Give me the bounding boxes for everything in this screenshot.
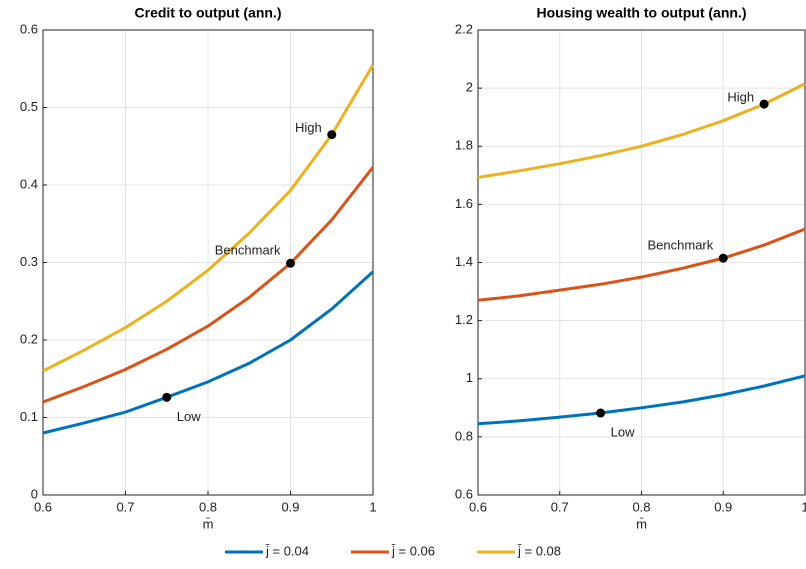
y-tick-label: 0 [31,486,38,501]
x-tick-label: 0.9 [281,499,299,514]
annotation-point [162,392,172,402]
x-tick-label: 0.7 [116,499,134,514]
y-tick-label: 1.6 [455,196,473,211]
y-tick-label: 0.2 [20,331,38,346]
x-axis-label: m̄ [203,516,214,531]
legend-label: j̄ = 0.08 [517,543,561,558]
annotation-label: Low [611,424,635,439]
y-tick-label: 2 [466,80,473,95]
series-line [477,227,806,302]
y-tick-label: 2.2 [455,21,473,36]
y-tick-label: 0.3 [20,254,38,269]
y-tick-label: 1 [466,370,473,385]
annotation-label: Low [177,409,201,424]
series-line [42,166,375,404]
y-tick-label: 1.2 [455,312,473,327]
x-tick-label: 1 [801,499,806,514]
x-tick-label: 0.6 [34,499,52,514]
y-tick-label: 0.8 [455,428,473,443]
y-tick-label: 0.6 [20,21,38,36]
x-tick-label: 0.8 [199,499,217,514]
x-tick-label: 0.9 [714,499,732,514]
series-line [477,82,806,179]
legend-label: j̄ = 0.06 [391,543,435,558]
annotation-point [286,258,295,268]
annotation-point [327,130,337,140]
title: Credit to output (ann.) [135,5,282,21]
legend-label: j̄ = 0.04 [265,543,309,558]
y-tick-label: 0.6 [455,486,473,501]
series-line [42,64,375,373]
y-tick-label: 0.1 [20,409,38,424]
annotation-point [718,253,728,263]
y-tick-label: 0.4 [20,176,38,191]
annotation-label: High [295,120,322,135]
annotation-point [596,408,606,418]
x-tick-label: 1 [369,499,376,514]
annotation-label: Benchmark [215,243,281,258]
x-axis-label: m̄ [636,516,647,531]
x-tick-label: 0.8 [632,499,650,514]
annotation-point [759,99,769,109]
title: Housing wealth to output (ann.) [537,5,747,21]
axes-box [477,29,806,496]
annotation-label: Benchmark [648,238,714,253]
axes-box [42,29,374,496]
series-line [477,374,806,426]
x-tick-label: 0.7 [551,499,569,514]
y-tick-label: 0.5 [20,99,38,114]
x-tick-label: 0.6 [469,499,487,514]
series-line [42,270,375,435]
annotation-label: High [727,90,754,105]
y-tick-label: 1.4 [455,254,473,269]
y-tick-label: 1.8 [455,138,473,153]
